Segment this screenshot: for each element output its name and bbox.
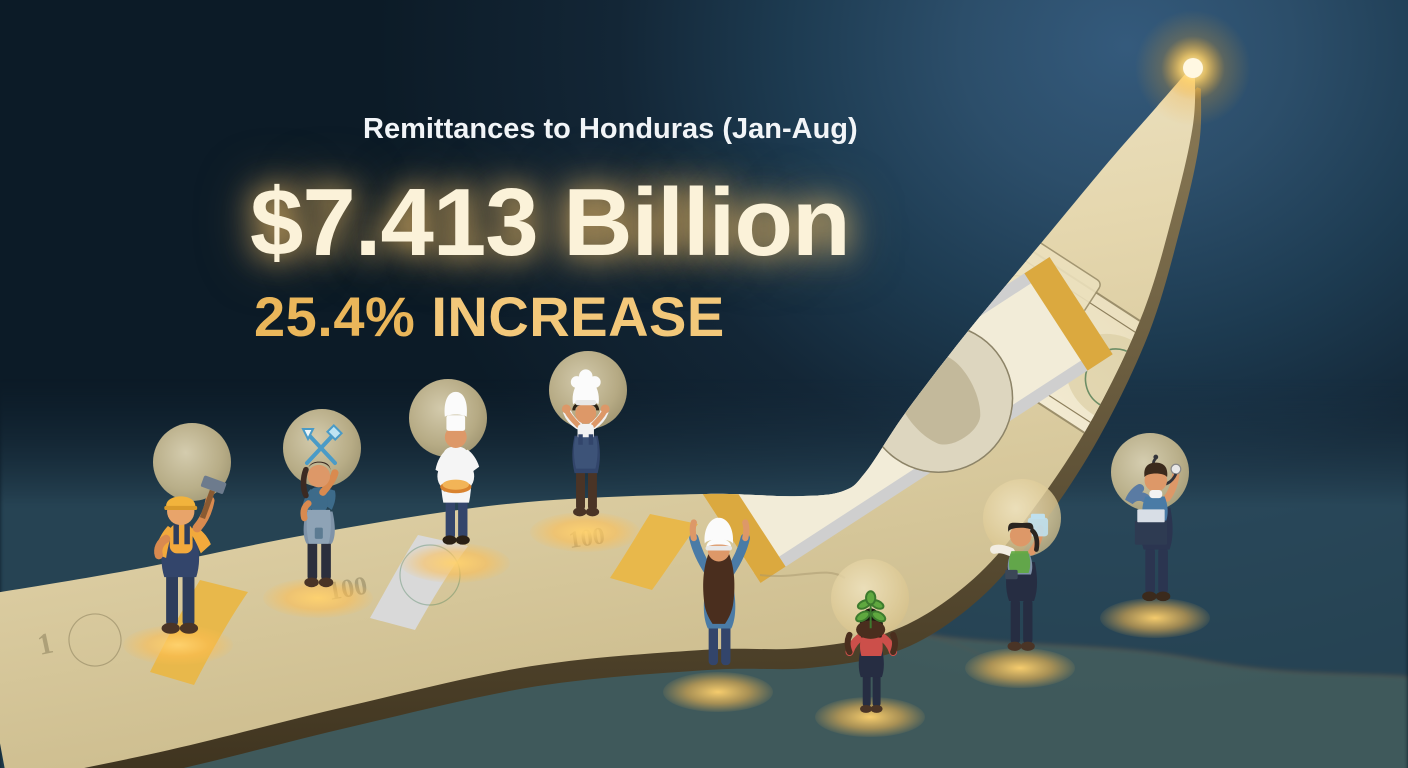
- svg-text:UNITED STATES: UNITED STATES: [873, 191, 956, 305]
